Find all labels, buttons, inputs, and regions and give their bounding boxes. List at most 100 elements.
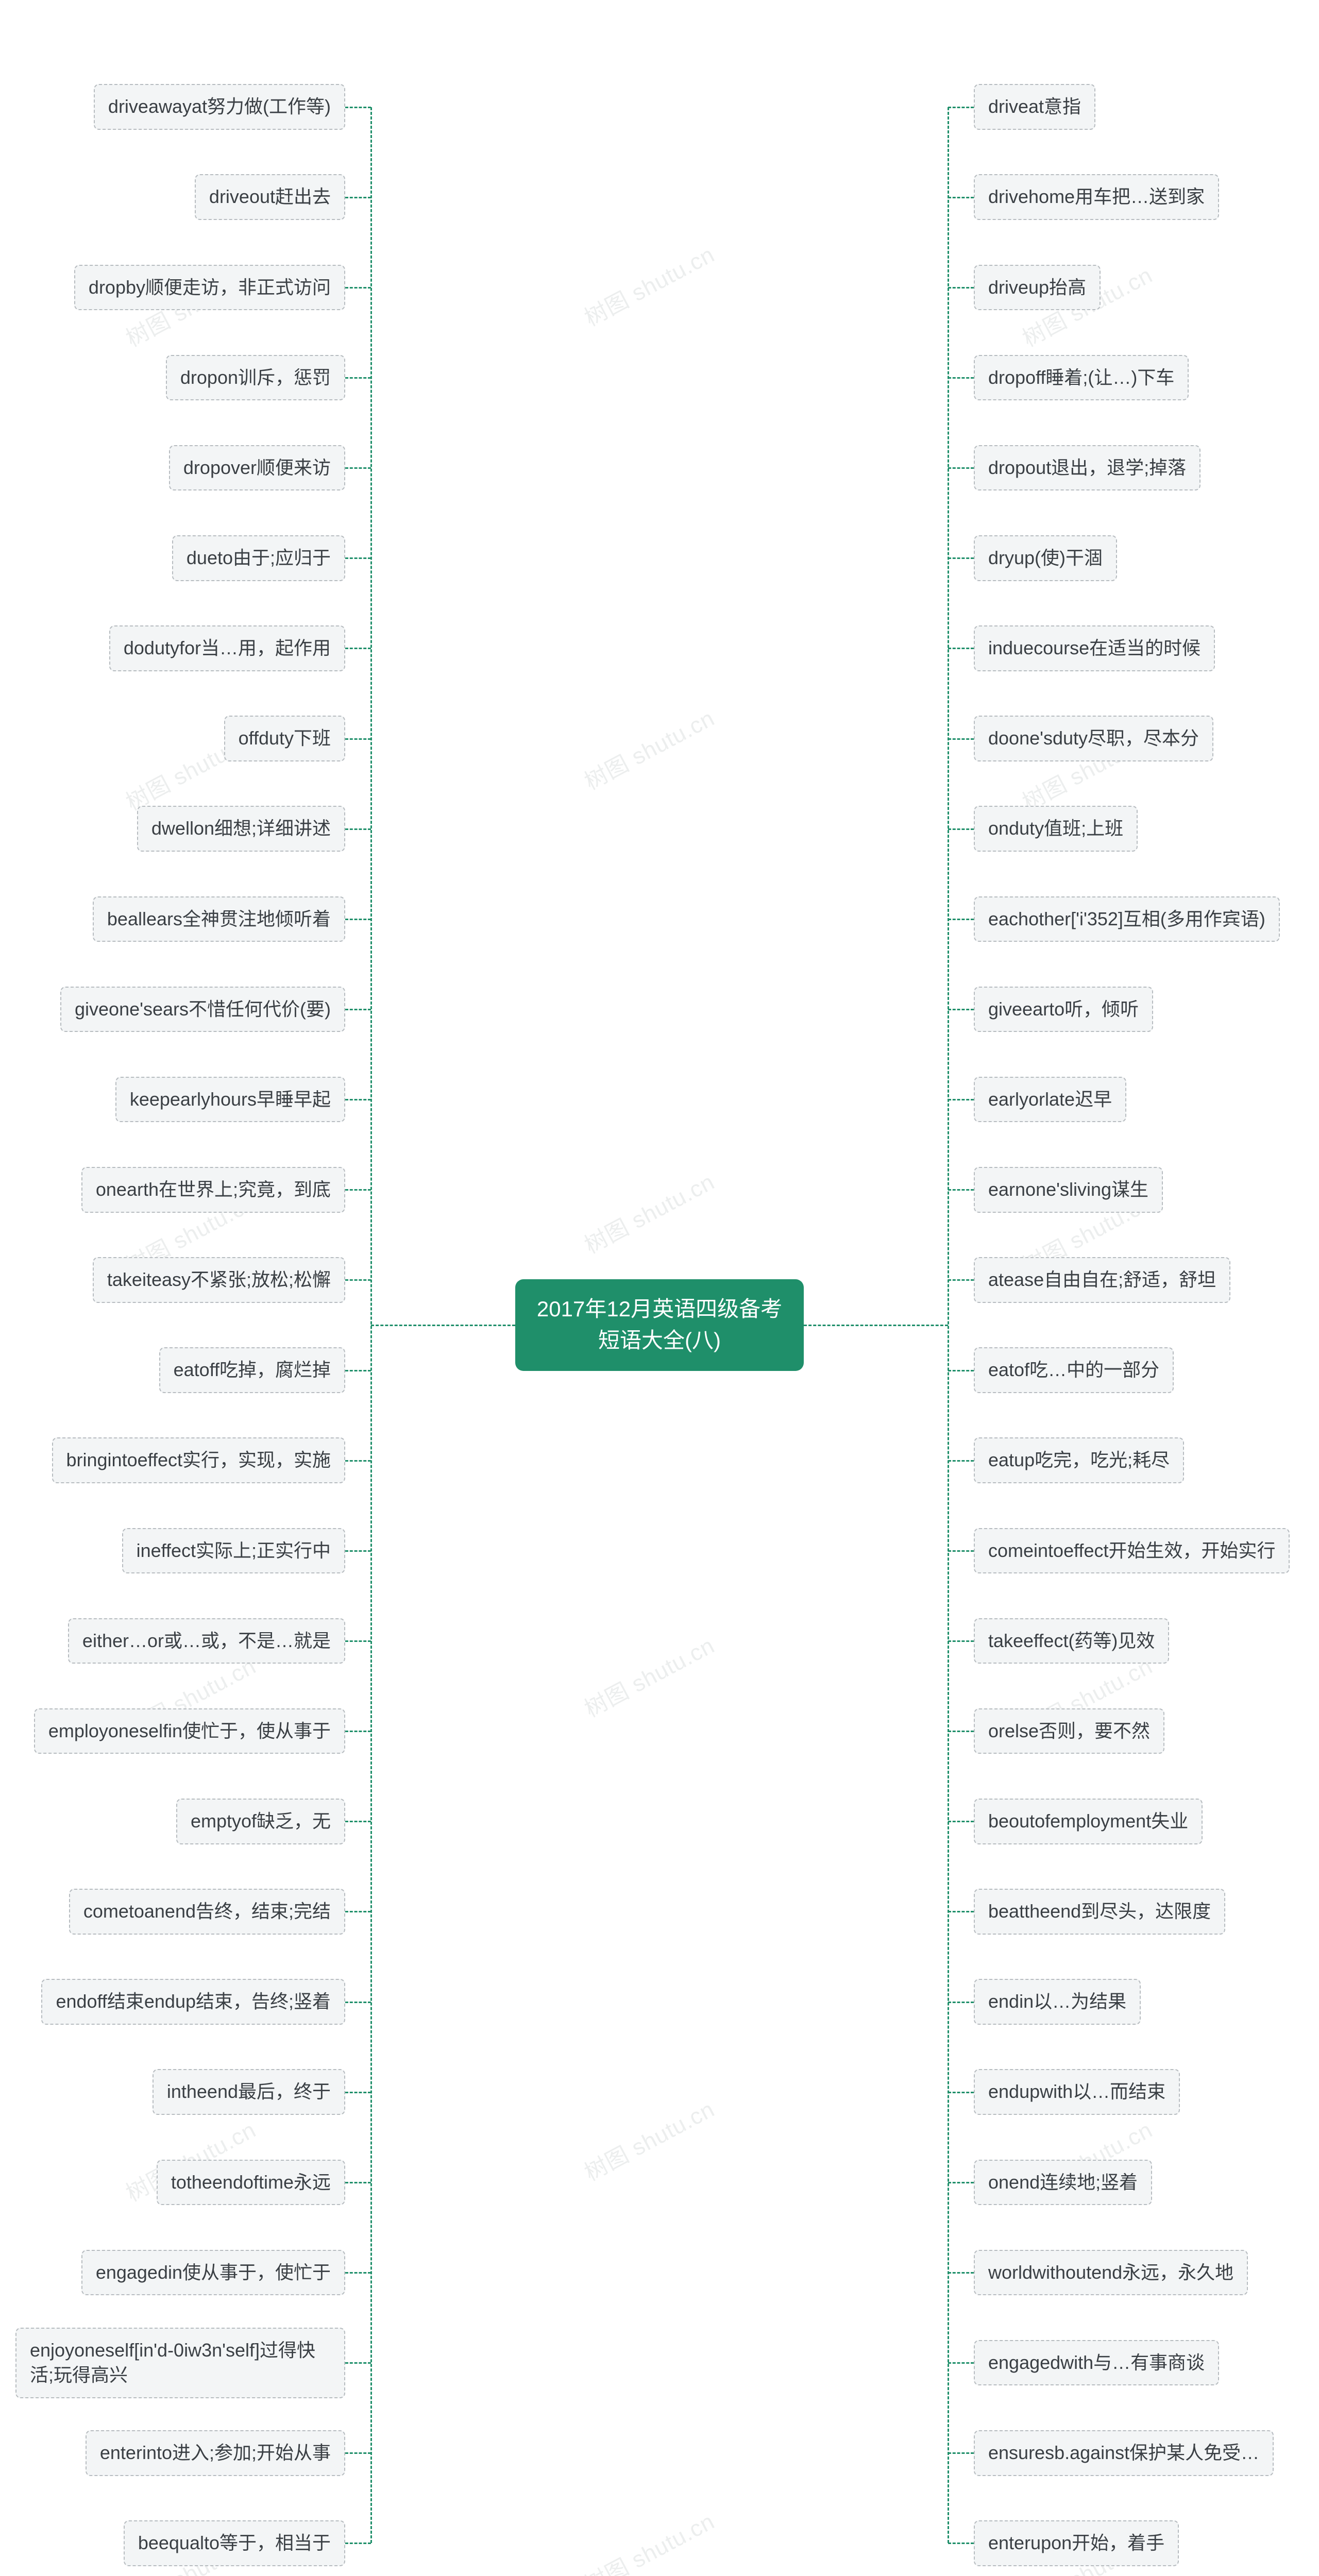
mindmap-leaf: emptyof缺乏，无 bbox=[176, 1799, 345, 1844]
mindmap-leaf: dwellon细想;详细讲述 bbox=[137, 806, 345, 852]
mindmap-leaf: enterinto进入;参加;开始从事 bbox=[86, 2430, 345, 2476]
mindmap-leaf: induecourse在适当的时候 bbox=[974, 625, 1215, 671]
connector-stub bbox=[345, 2092, 371, 2093]
mindmap-leaf: eatof吃…中的一部分 bbox=[974, 1347, 1174, 1393]
watermark: 树图 shutu.cn bbox=[578, 700, 719, 796]
connector-stub bbox=[345, 1099, 371, 1100]
connector-stub bbox=[345, 828, 371, 830]
watermark: 树图 shutu.cn bbox=[578, 2503, 719, 2576]
connector-stub bbox=[345, 1911, 371, 1912]
connector-stub bbox=[345, 1370, 371, 1371]
connector-stub bbox=[345, 648, 371, 649]
connector-stub bbox=[345, 287, 371, 289]
mindmap-leaf: giveone'sears不惜任何代价(要) bbox=[60, 987, 345, 1032]
mindmap-leaf: engagedwith与…有事商谈 bbox=[974, 2340, 1219, 2386]
connector-stub bbox=[948, 2543, 974, 2544]
connector-stub bbox=[948, 2002, 974, 2003]
mindmap-leaf: takeiteasy不紧张;放松;松懈 bbox=[93, 1257, 345, 1303]
connector-stub bbox=[345, 1550, 371, 1552]
connector-stub bbox=[948, 2092, 974, 2093]
connector-stub bbox=[345, 2543, 371, 2544]
mindmap-leaf: dropover顺便来访 bbox=[169, 445, 345, 491]
mindmap-leaf: cometoanend告终，结束;完结 bbox=[69, 1889, 345, 1935]
connector-stub bbox=[345, 919, 371, 920]
connector-stub bbox=[948, 1731, 974, 1732]
mindmap-leaf: endoff结束endup结束，告终;竖着 bbox=[41, 1979, 345, 2025]
connector-stub bbox=[948, 1009, 974, 1010]
mindmap-leaf: offduty下班 bbox=[224, 716, 345, 761]
connector-stub bbox=[948, 1099, 974, 1100]
connector-stub bbox=[345, 1640, 371, 1642]
mindmap-leaf: onend连续地;竖着 bbox=[974, 2160, 1152, 2206]
connector-stub bbox=[345, 197, 371, 198]
mindmap-leaf: intheend最后，终于 bbox=[153, 2069, 345, 2115]
connector-stub bbox=[345, 1009, 371, 1010]
connector-center bbox=[804, 1325, 948, 1326]
connector-stub bbox=[948, 1550, 974, 1552]
mindmap-leaf: doone'sduty尽职，尽本分 bbox=[974, 716, 1213, 761]
mindmap-leaf: beallears全神贯注地倾听着 bbox=[93, 896, 345, 942]
connector-stub bbox=[345, 2002, 371, 2003]
mindmap-leaf: engagedin使从事于，使忙于 bbox=[81, 2250, 345, 2296]
connector-stub bbox=[345, 2362, 371, 2364]
connector-stub bbox=[948, 2452, 974, 2454]
mindmap-leaf: ensuresb.against保护某人免受… bbox=[974, 2430, 1274, 2476]
mindmap-leaf: dodutyfor当…用，起作用 bbox=[109, 625, 345, 671]
connector-stub bbox=[948, 2362, 974, 2364]
mindmap-leaf: earnone'sliving谋生 bbox=[974, 1167, 1163, 1213]
mindmap-leaf: keepearlyhours早睡早起 bbox=[115, 1077, 345, 1123]
connector-stub bbox=[948, 1911, 974, 1912]
connector-stub bbox=[345, 1821, 371, 1822]
connector-stub bbox=[345, 2272, 371, 2274]
mindmap-leaf: orelse否则，要不然 bbox=[974, 1708, 1164, 1754]
mindmap-leaf: dryup(使)干涸 bbox=[974, 535, 1117, 581]
connector-stub bbox=[345, 2452, 371, 2454]
mindmap-leaf: dropoff睡着;(让…)下车 bbox=[974, 355, 1189, 401]
mindmap-leaf: totheendoftime永远 bbox=[157, 2160, 345, 2206]
connector-stub bbox=[948, 107, 974, 108]
mindmap-leaf: dropon训斥，惩罚 bbox=[166, 355, 345, 401]
mindmap-leaf: atease自由自在;舒适，舒坦 bbox=[974, 1257, 1230, 1303]
watermark: 树图 shutu.cn bbox=[578, 2091, 719, 2188]
mindmap-leaf: driveawayat努力做(工作等) bbox=[94, 84, 345, 130]
mindmap-leaf: onduty值班;上班 bbox=[974, 806, 1138, 852]
mindmap-leaf: beequalto等于，相当于 bbox=[124, 2520, 345, 2566]
connector-stub bbox=[345, 467, 371, 469]
mindmap-leaf: beattheend到尽头，达限度 bbox=[974, 1889, 1225, 1935]
connector-stub bbox=[345, 738, 371, 740]
connector-stub bbox=[948, 1640, 974, 1642]
connector-stub bbox=[948, 1370, 974, 1371]
mindmap-leaf: driveat意指 bbox=[974, 84, 1095, 130]
connector-stub bbox=[948, 738, 974, 740]
connector-stub bbox=[345, 1460, 371, 1462]
connector-stub bbox=[345, 557, 371, 559]
mindmap-leaf: earlyorlate迟早 bbox=[974, 1077, 1126, 1123]
mindmap-leaf: eatup吃完，吃光;耗尽 bbox=[974, 1437, 1184, 1483]
connector-stub bbox=[345, 1279, 371, 1281]
mindmap-leaf: beoutofemployment失业 bbox=[974, 1799, 1203, 1844]
mindmap-leaf: giveearto听，倾听 bbox=[974, 987, 1153, 1032]
mindmap-leaf: drivehome用车把…送到家 bbox=[974, 174, 1219, 220]
mindmap-leaf: enjoyoneself[in'd-0iw3n'self]过得快活;玩得高兴 bbox=[15, 2328, 345, 2398]
connector-stub bbox=[948, 2272, 974, 2274]
mindmap-leaf: employoneselfin使忙于，使从事于 bbox=[34, 1708, 345, 1754]
mindmap-canvas: 树图 shutu.cn 树图 shutu.cn 树图 shutu.cn 树图 shut… bbox=[0, 0, 1319, 2576]
connector-stub bbox=[948, 1279, 974, 1281]
connector-center bbox=[371, 1325, 515, 1326]
mindmap-leaf: takeeffect(药等)见效 bbox=[974, 1618, 1169, 1664]
connector-stub bbox=[345, 107, 371, 108]
connector-stub bbox=[345, 1189, 371, 1191]
watermark: 树图 shutu.cn bbox=[578, 1628, 719, 1724]
mindmap-leaf: driveout赶出去 bbox=[195, 174, 345, 220]
connector-stub bbox=[948, 828, 974, 830]
connector-stub bbox=[345, 377, 371, 379]
mindmap-leaf: ineffect实际上;正实行中 bbox=[122, 1528, 345, 1574]
mindmap-leaf: endupwith以…而结束 bbox=[974, 2069, 1180, 2115]
watermark: 树图 shutu.cn bbox=[578, 1164, 719, 1260]
mindmap-leaf: eachother['i'352]互相(多用作宾语) bbox=[974, 896, 1280, 942]
mindmap-leaf: dropby顺便走访，非正式访问 bbox=[74, 265, 345, 311]
mindmap-leaf: bringintoeffect实行，实现，实施 bbox=[52, 1437, 346, 1483]
mindmap-leaf: endin以…为结果 bbox=[974, 1979, 1141, 2025]
connector-stub bbox=[948, 648, 974, 649]
connector-stub bbox=[345, 2182, 371, 2183]
